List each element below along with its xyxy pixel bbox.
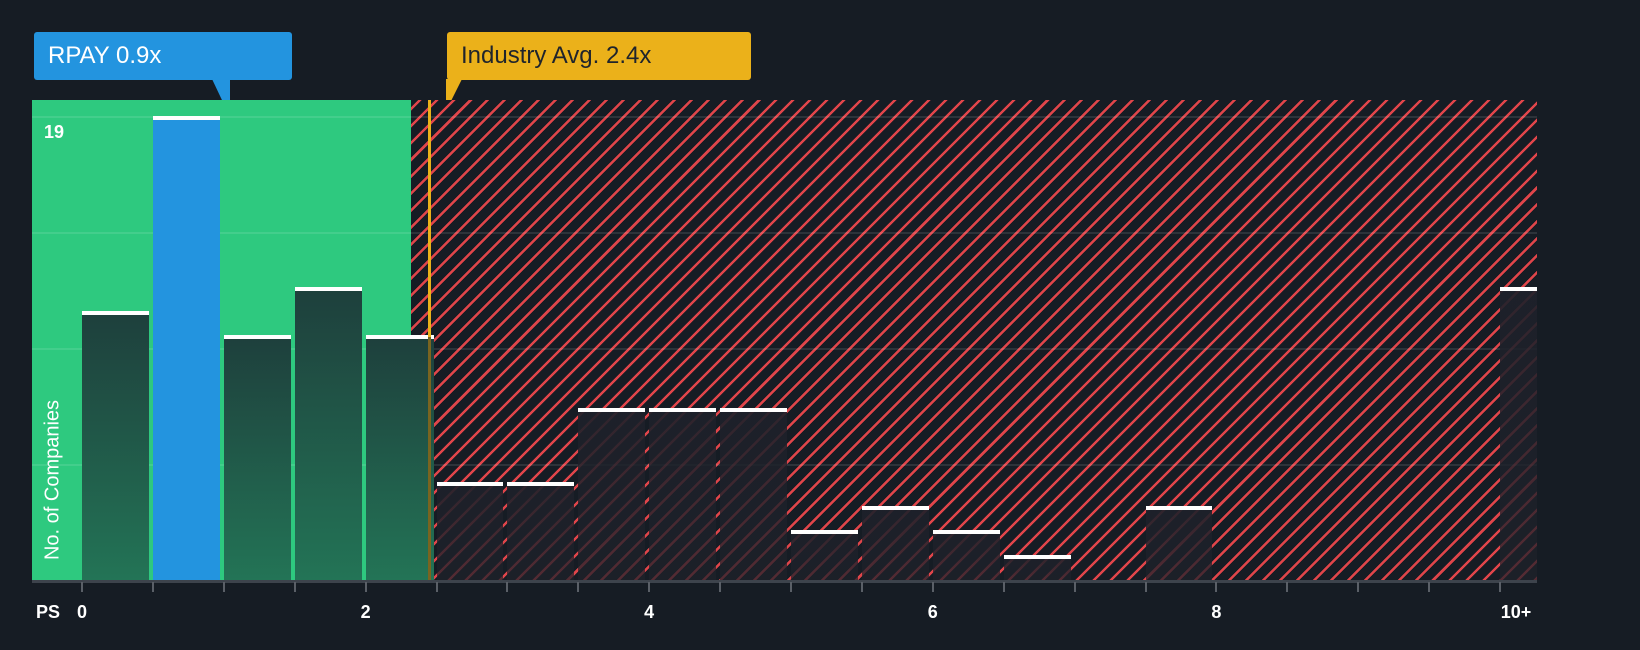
histogram-bar xyxy=(294,286,362,581)
x-tick xyxy=(1073,582,1076,592)
x-tick xyxy=(860,582,863,592)
bar-cap xyxy=(436,481,504,486)
x-tick-label: 10+ xyxy=(1500,602,1532,622)
bar-cap xyxy=(861,505,929,510)
x-tick xyxy=(1428,582,1431,592)
company-ps-callout: RPAY 0.9x xyxy=(34,32,292,80)
x-tick xyxy=(648,582,651,592)
histogram-bar xyxy=(82,310,149,581)
histogram-bar xyxy=(649,408,717,581)
x-tick xyxy=(81,582,83,592)
x-tick-label: 0 xyxy=(76,602,88,622)
x-axis-prefix: PS xyxy=(36,602,61,622)
bar-cap xyxy=(507,481,575,486)
bar-cap xyxy=(152,116,220,120)
x-tick xyxy=(293,582,296,592)
x-tick-label: 6 xyxy=(927,602,938,622)
histogram-bar xyxy=(861,505,929,581)
company-ps-label: RPAY 0.9x xyxy=(48,42,162,69)
bar-cap xyxy=(1003,554,1071,559)
histogram-bar xyxy=(365,335,435,581)
histogram-bar xyxy=(1003,554,1071,581)
histogram-bar xyxy=(1145,505,1213,581)
bar-cap xyxy=(294,286,362,291)
bar-cap xyxy=(932,530,1000,535)
industry-avg-callout: Industry Avg. 2.4x xyxy=(447,32,751,80)
bar-cap xyxy=(791,530,858,535)
bar-cap xyxy=(223,335,291,340)
x-tick xyxy=(719,582,722,592)
x-tick xyxy=(1144,582,1147,592)
bar-cap xyxy=(82,310,149,315)
histogram-bar xyxy=(791,530,858,581)
x-tick-label: 4 xyxy=(644,602,655,622)
x-axis-line xyxy=(32,580,1537,583)
x-tick xyxy=(1357,582,1360,592)
histogram-bar xyxy=(720,408,787,581)
x-tick xyxy=(1499,582,1501,592)
x-tick xyxy=(506,582,509,592)
bar-cap xyxy=(1500,286,1537,291)
industry-line-shadow xyxy=(428,337,431,581)
x-tick-label: 2 xyxy=(360,602,371,622)
chart-plot-area xyxy=(32,100,1537,581)
x-tick xyxy=(931,582,934,592)
histogram-bar xyxy=(932,530,1000,581)
histogram-bar xyxy=(223,335,291,581)
industry-avg-label: Industry Avg. 2.4x xyxy=(461,42,652,69)
x-tick xyxy=(151,582,154,592)
x-tick xyxy=(1002,582,1005,592)
gridline xyxy=(32,116,1537,118)
x-tick xyxy=(222,582,225,592)
bar-cap xyxy=(1145,505,1213,510)
gridline xyxy=(32,232,1537,234)
x-tick xyxy=(364,582,367,592)
histogram-bar xyxy=(578,408,646,581)
bar-cap xyxy=(649,408,717,413)
x-tick xyxy=(577,582,580,592)
bar-cap xyxy=(720,408,787,413)
bar-cap xyxy=(365,335,435,340)
x-tick xyxy=(1286,582,1289,592)
y-axis-max-label: 19 xyxy=(44,122,65,142)
x-tick xyxy=(1215,582,1218,592)
histogram-bar xyxy=(436,481,504,581)
y-axis-label: No. of Companies xyxy=(41,399,64,561)
histogram-bar xyxy=(507,481,575,581)
x-tick-label: 8 xyxy=(1211,602,1222,622)
x-tick xyxy=(790,582,792,592)
bar-cap xyxy=(578,408,646,413)
x-tick xyxy=(435,582,438,592)
company-bar xyxy=(152,116,220,581)
gridline xyxy=(32,348,1537,350)
histogram-bar xyxy=(1500,286,1537,581)
